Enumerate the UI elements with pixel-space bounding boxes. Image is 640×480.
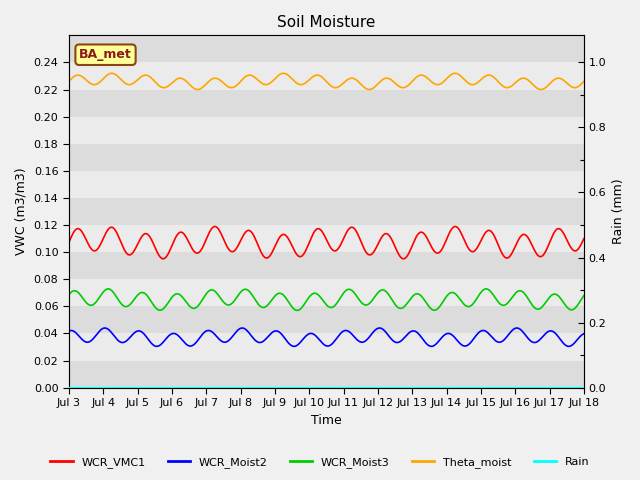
- Bar: [69, 117, 584, 144]
- WCR_Moist3: [358, 300, 366, 306]
- Text: BA_met: BA_met: [79, 48, 132, 61]
- Theta_moist: [126, 82, 134, 87]
- WCR_Moist3: [294, 307, 302, 313]
- WCR_Moist2: [580, 331, 588, 336]
- Title: Soil Moisture: Soil Moisture: [277, 15, 376, 30]
- Rain: [65, 385, 73, 391]
- Theta_moist: [358, 83, 366, 88]
- Theta_moist: [65, 79, 73, 84]
- Bar: [69, 90, 584, 117]
- WCR_VMC1: [65, 240, 73, 246]
- Bar: [69, 171, 584, 198]
- WCR_Moist3: [483, 286, 490, 292]
- Rain: [580, 385, 588, 391]
- Y-axis label: VWC (m3/m3): VWC (m3/m3): [15, 168, 28, 255]
- Legend: WCR_VMC1, WCR_Moist2, WCR_Moist3, Theta_moist, Rain: WCR_VMC1, WCR_Moist2, WCR_Moist3, Theta_…: [46, 452, 594, 472]
- WCR_Moist3: [284, 297, 291, 303]
- Theta_moist: [284, 72, 292, 78]
- Theta_moist: [294, 81, 302, 87]
- WCR_Moist3: [65, 292, 73, 298]
- WCR_Moist3: [304, 296, 312, 302]
- WCR_VMC1: [105, 226, 113, 232]
- WCR_Moist2: [284, 339, 291, 345]
- WCR_Moist3: [105, 286, 113, 292]
- WCR_VMC1: [358, 242, 366, 248]
- Line: WCR_Moist2: WCR_Moist2: [69, 328, 584, 347]
- Theta_moist: [105, 71, 113, 77]
- WCR_Moist2: [565, 344, 573, 349]
- WCR_Moist2: [126, 335, 134, 341]
- Line: WCR_Moist3: WCR_Moist3: [69, 289, 584, 311]
- Bar: [69, 279, 584, 306]
- Bar: [69, 144, 584, 171]
- WCR_Moist2: [358, 339, 365, 345]
- Bar: [69, 360, 584, 388]
- Rain: [294, 385, 302, 391]
- Theta_moist: [537, 87, 545, 93]
- WCR_VMC1: [399, 256, 407, 262]
- WCR_VMC1: [304, 243, 312, 249]
- WCR_Moist3: [126, 302, 134, 308]
- Bar: [69, 306, 584, 334]
- Theta_moist: [108, 71, 116, 76]
- Line: WCR_VMC1: WCR_VMC1: [69, 227, 584, 259]
- WCR_VMC1: [580, 236, 588, 241]
- Rain: [358, 385, 365, 391]
- Y-axis label: Rain (mm): Rain (mm): [612, 179, 625, 244]
- WCR_Moist2: [105, 327, 113, 333]
- WCR_VMC1: [211, 224, 219, 229]
- WCR_Moist3: [580, 293, 588, 299]
- Rain: [105, 385, 113, 391]
- WCR_Moist2: [303, 332, 311, 338]
- WCR_VMC1: [284, 235, 292, 240]
- WCR_Moist2: [513, 325, 521, 331]
- WCR_Moist2: [65, 328, 73, 334]
- X-axis label: Time: Time: [311, 414, 342, 427]
- Bar: [69, 334, 584, 360]
- WCR_Moist3: [294, 308, 301, 313]
- Bar: [69, 198, 584, 225]
- Line: Theta_moist: Theta_moist: [69, 73, 584, 90]
- WCR_Moist2: [294, 342, 302, 348]
- WCR_VMC1: [294, 253, 302, 259]
- Theta_moist: [304, 78, 312, 84]
- Bar: [69, 225, 584, 252]
- Bar: [69, 252, 584, 279]
- Rain: [303, 385, 311, 391]
- Rain: [284, 385, 291, 391]
- Bar: [69, 62, 584, 90]
- Theta_moist: [580, 79, 588, 84]
- WCR_VMC1: [126, 252, 134, 258]
- Rain: [126, 385, 134, 391]
